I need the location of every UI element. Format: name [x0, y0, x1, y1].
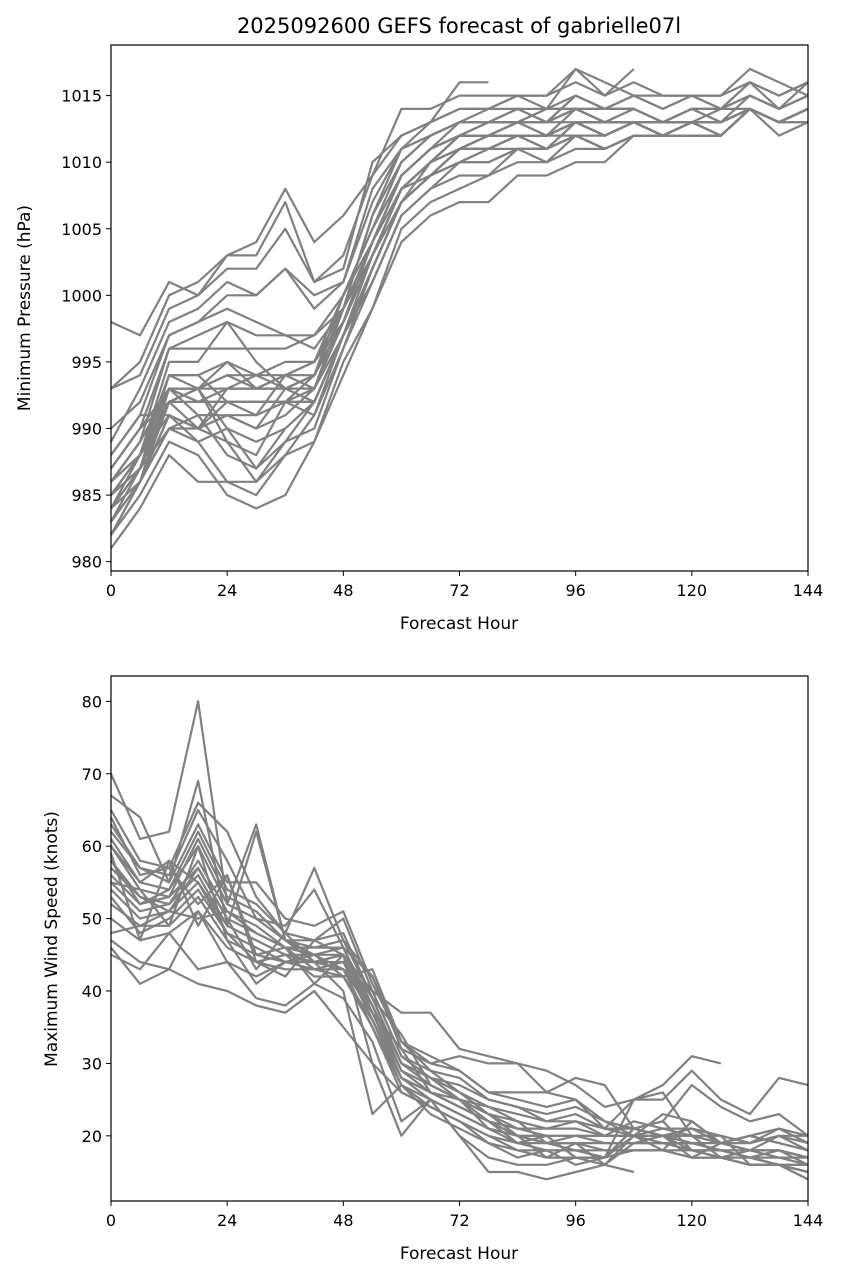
- pressure-series-line-6: [110, 81, 489, 456]
- pressure-y-tick-label: 1000: [61, 286, 102, 305]
- wind-x-tick-label: 0: [106, 1211, 116, 1230]
- wind-y-tick-label: 30: [82, 1054, 102, 1073]
- wind-x-tick-label: 24: [217, 1211, 237, 1230]
- wind-series-line-22: [110, 816, 809, 1159]
- wind-series-line-19: [110, 931, 809, 1181]
- wind-x-tick-label: 96: [565, 1211, 585, 1230]
- pressure-y-tick-label: 985: [71, 486, 102, 505]
- wind-series-line-1: [109, 700, 722, 1130]
- pressure-y-tick-label: 995: [71, 353, 102, 372]
- wind-y-tick-label: 40: [82, 982, 102, 1001]
- pressure-x-tick-label: 96: [565, 581, 585, 600]
- wind-y-axis: 20 30 40 50 60 70 80: [82, 692, 111, 1146]
- wind-x-tick-label: 72: [449, 1211, 469, 1230]
- wind-series-line-23: [110, 860, 809, 1166]
- pressure-y-axis-label: Minimum Pressure (hPa): [15, 205, 35, 411]
- pressure-x-tick-label: 120: [677, 581, 708, 600]
- pressure-series-line-31: [110, 107, 809, 509]
- chart-title: 2025092600 GEFS forecast of gabrielle07l: [237, 14, 681, 38]
- pressure-y-axis: 980 985 990 995 1000 1005 1010 1015: [61, 87, 111, 572]
- wind-chart: 0 24 48 72 96 120 144 20 30 40 50 60 70 80 Forecast …: [42, 675, 823, 1264]
- wind-y-tick-label: 70: [82, 765, 102, 784]
- pressure-y-tick-label: 1010: [61, 153, 102, 172]
- pressure-x-tick-label: 72: [449, 581, 469, 600]
- wind-y-tick-label: 60: [82, 837, 102, 856]
- pressure-x-tick-label: 48: [333, 581, 353, 600]
- pressure-x-tick-label: 24: [217, 581, 237, 600]
- wind-y-axis-label: Maximum Wind Speed (knots): [42, 811, 62, 1067]
- wind-x-tick-label: 48: [333, 1211, 353, 1230]
- pressure-y-tick-label: 990: [71, 420, 102, 439]
- pressure-y-tick-label: 1005: [61, 220, 102, 239]
- wind-y-tick-label: 50: [82, 910, 102, 929]
- pressure-x-axis-label: Forecast Hour: [400, 614, 518, 634]
- wind-x-tick-label: 120: [677, 1211, 708, 1230]
- pressure-series-group: [110, 67, 809, 550]
- wind-series-line-24: [110, 845, 808, 1166]
- wind-y-tick-label: 80: [82, 692, 102, 711]
- wind-y-tick-label: 20: [82, 1127, 102, 1146]
- pressure-y-tick-label: 980: [71, 553, 102, 572]
- wind-x-axis: 0 24 48 72 96 120 144: [106, 1201, 823, 1230]
- wind-x-tick-label: 144: [793, 1211, 824, 1230]
- pressure-series-line-25: [110, 107, 809, 550]
- pressure-x-axis: 0 24 48 72 96 120 144: [106, 571, 823, 600]
- wind-x-axis-label: Forecast Hour: [400, 1244, 518, 1264]
- pressure-chart: 2025092600 GEFS forecast of gabrielle07l…: [15, 14, 823, 634]
- wind-series-line-18: [110, 946, 635, 1174]
- wind-series-group: [109, 700, 809, 1181]
- pressure-x-tick-label: 144: [793, 581, 824, 600]
- pressure-y-tick-label: 1015: [61, 87, 102, 106]
- pressure-x-tick-label: 0: [106, 581, 116, 600]
